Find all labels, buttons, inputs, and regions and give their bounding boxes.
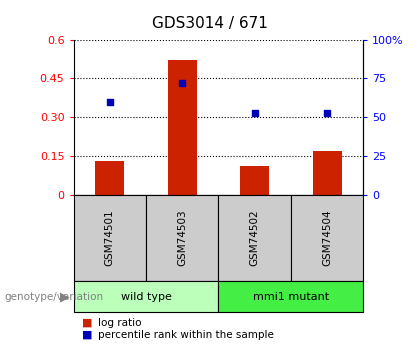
Bar — [95, 161, 124, 195]
Text: ▶: ▶ — [60, 290, 69, 303]
Bar — [312, 151, 341, 195]
Point — [324, 110, 331, 115]
Text: GSM74501: GSM74501 — [105, 210, 115, 266]
Text: GSM74502: GSM74502 — [249, 210, 260, 266]
Text: GDS3014 / 671: GDS3014 / 671 — [152, 16, 268, 30]
Text: ■: ■ — [82, 318, 92, 327]
Bar — [240, 167, 269, 195]
Text: percentile rank within the sample: percentile rank within the sample — [98, 330, 274, 339]
Point — [251, 110, 258, 115]
Bar — [168, 60, 197, 195]
Point — [106, 99, 113, 105]
Text: GSM74504: GSM74504 — [322, 210, 332, 266]
Text: genotype/variation: genotype/variation — [4, 292, 103, 302]
Text: ■: ■ — [82, 330, 92, 339]
Text: log ratio: log ratio — [98, 318, 142, 327]
Text: wild type: wild type — [121, 292, 171, 302]
Point — [179, 80, 186, 86]
Text: mmi1 mutant: mmi1 mutant — [253, 292, 329, 302]
Text: GSM74503: GSM74503 — [177, 210, 187, 266]
